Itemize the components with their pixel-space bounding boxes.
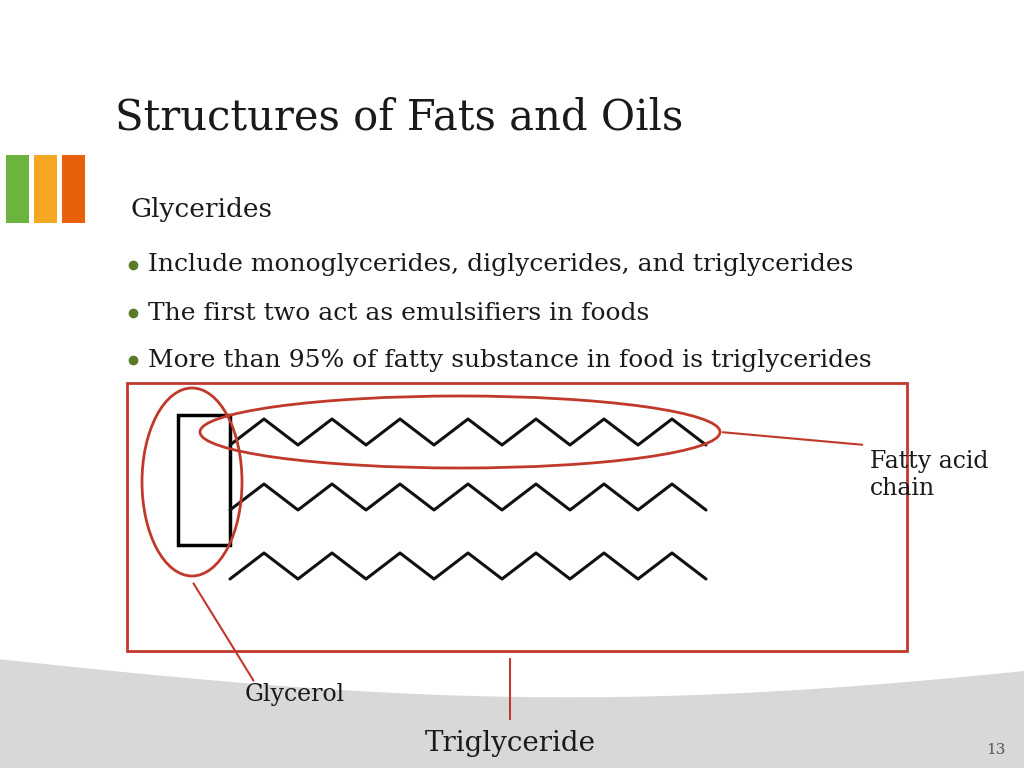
Text: More than 95% of fatty substance in food is triglycerides: More than 95% of fatty substance in food… (148, 349, 871, 372)
Text: The first two act as emulsifiers in foods: The first two act as emulsifiers in food… (148, 302, 649, 325)
Text: Include monoglycerides, diglycerides, and triglycerides: Include monoglycerides, diglycerides, an… (148, 253, 853, 276)
Text: Glycerol: Glycerol (245, 683, 345, 706)
Bar (127, 383, 907, 651)
Bar (6, 155, 29, 223)
Text: Structures of Fats and Oils: Structures of Fats and Oils (115, 97, 683, 139)
Bar (34, 155, 57, 223)
Polygon shape (0, 660, 1024, 768)
Bar (62, 155, 85, 223)
Text: Triglyceride: Triglyceride (425, 730, 596, 757)
Polygon shape (0, 689, 1024, 768)
Text: Glycerides: Glycerides (130, 197, 272, 223)
Text: Fatty acid
chain: Fatty acid chain (870, 450, 988, 500)
Bar (178, 415, 230, 545)
Text: 13: 13 (986, 743, 1005, 757)
